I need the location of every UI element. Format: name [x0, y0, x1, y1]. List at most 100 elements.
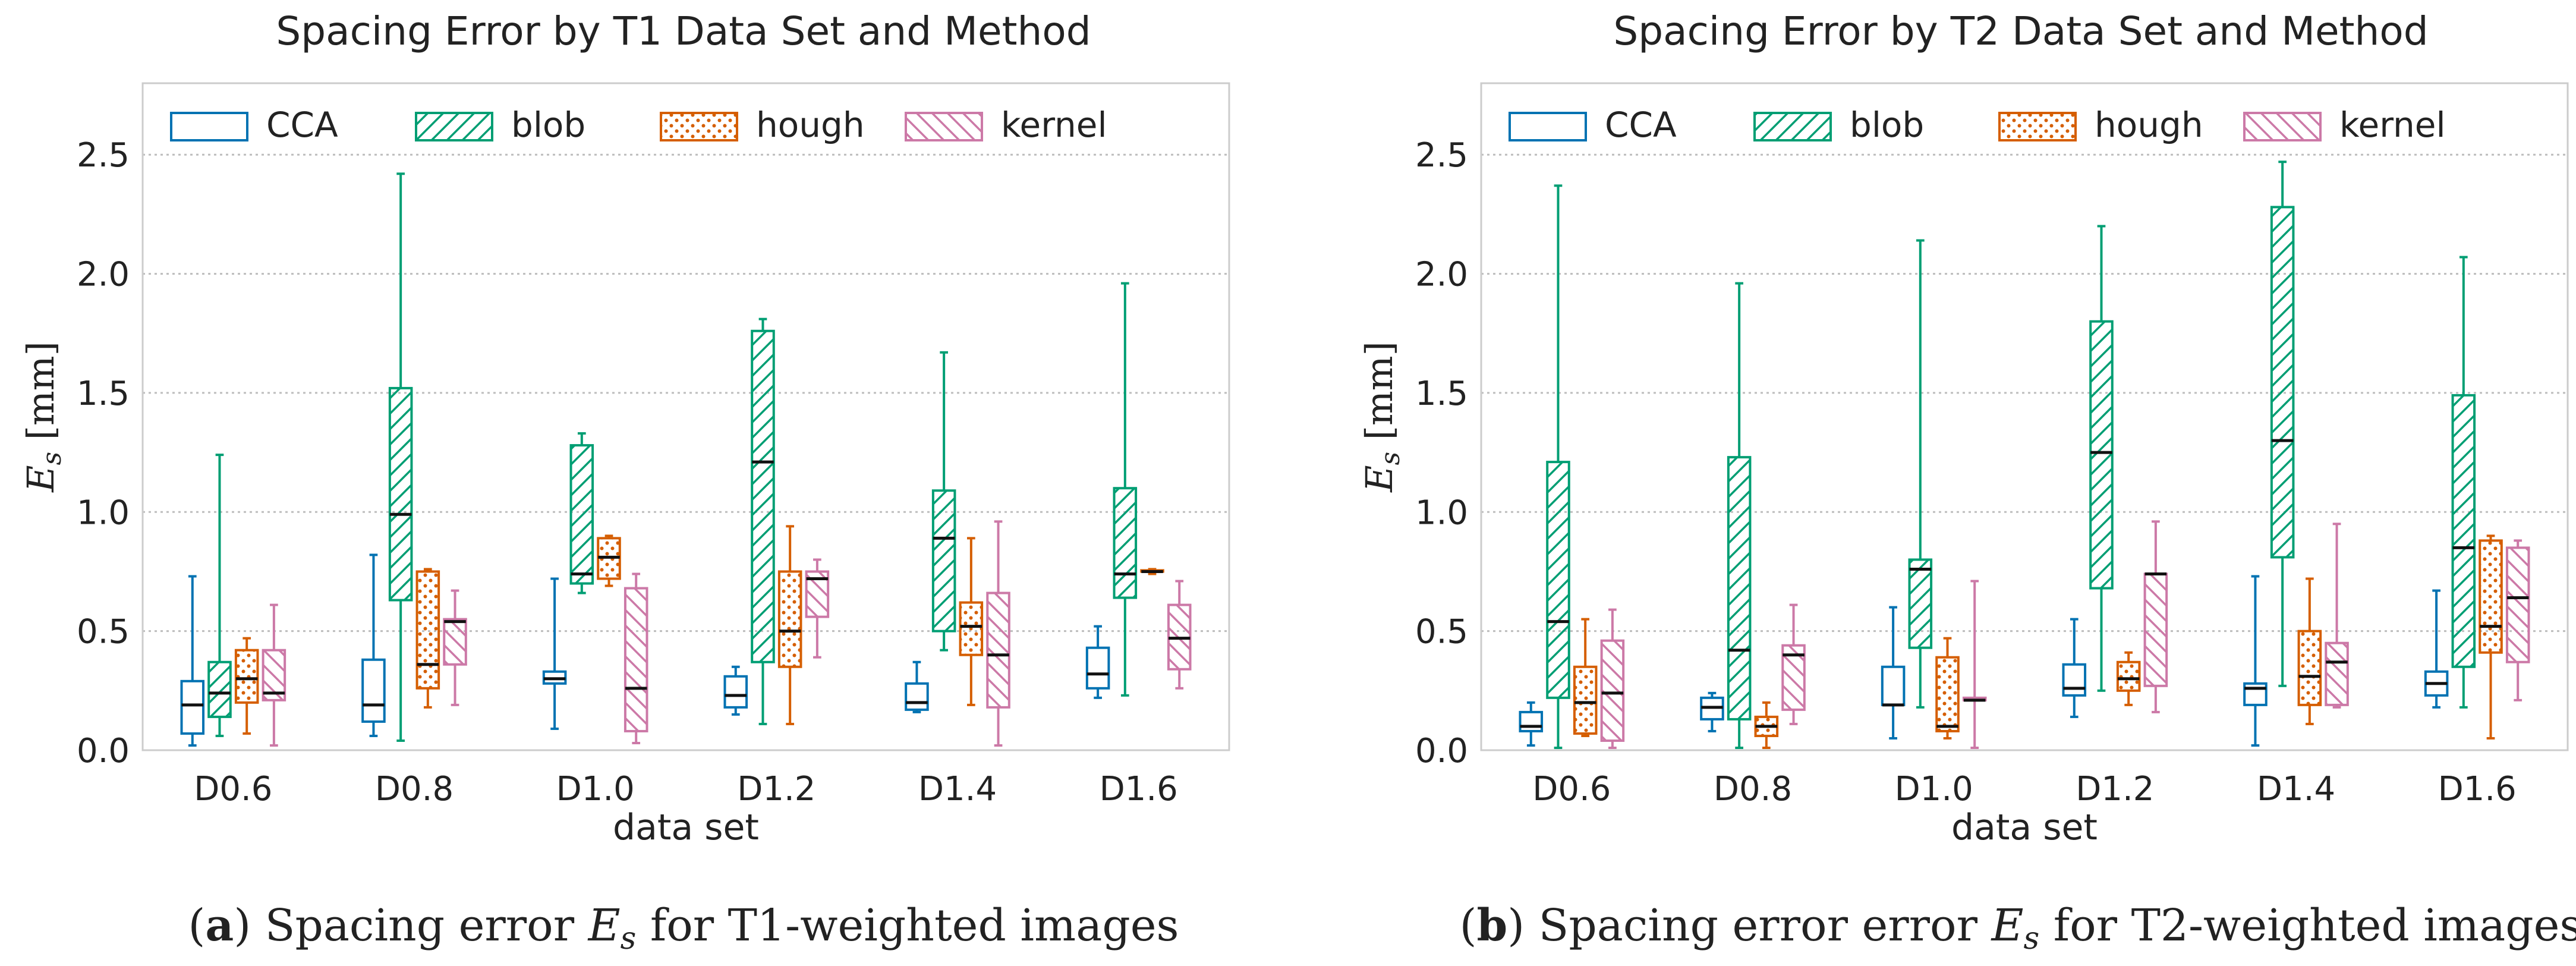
figure-caption: (a) Spacing error Es for T1-weighted ima… [188, 900, 1179, 956]
x-tick-label: D1.2 [737, 770, 815, 808]
box-hough-d1-6 [2479, 534, 2503, 740]
plot-frame [141, 82, 1230, 751]
box-cca-d1-0 [1881, 606, 1906, 740]
box-iqr [2116, 660, 2141, 692]
x-tick-label: D1.6 [2438, 770, 2517, 808]
legend-label: hough [2095, 105, 2203, 145]
box-cca-d0-8 [1700, 691, 1724, 732]
x-tick-label: D1.0 [1895, 770, 1973, 808]
legend-item-cca: CCA [1509, 105, 1677, 145]
box-iqr [1519, 710, 1544, 732]
box-iqr [2297, 630, 2322, 706]
legend-label: blob [1850, 105, 1924, 145]
box-kernel-d1-0 [623, 572, 648, 744]
box-iqr [1881, 665, 1906, 706]
box-cca-d0-6 [180, 575, 205, 747]
box-cca-d0-6 [1519, 701, 1544, 747]
box-iqr [1573, 665, 1598, 735]
legend-label: kernel [1001, 105, 1107, 145]
chart-title: Spacing Error by T2 Data Set and Method [1613, 8, 2428, 54]
box-hough-d1-4 [959, 537, 984, 706]
box-iqr [959, 601, 984, 656]
y-tick-label: 0.0 [1415, 732, 1468, 770]
legend-swatch [905, 112, 983, 141]
x-tick-label: D1.6 [1100, 770, 1178, 808]
box-cca-d1-2 [2062, 618, 2087, 718]
legend-swatch [1753, 112, 1832, 141]
box-iqr [569, 444, 594, 585]
box-blob-d1-6 [2451, 256, 2476, 709]
box-iqr [1600, 639, 1625, 742]
box-blob-d1-2 [2089, 225, 2114, 692]
y-tick-label: 2.0 [1415, 256, 1468, 294]
plot-frame [1480, 82, 2569, 751]
box-hough-d0-6 [234, 637, 259, 735]
chart-title: Spacing Error by T1 Data Set and Method [276, 8, 1091, 54]
box-hough-d1-0 [1935, 637, 1960, 740]
legend-swatch [2243, 112, 2322, 141]
x-tick-label: D0.8 [1714, 770, 1792, 808]
legend-item-cca: CCA [170, 105, 338, 145]
box-blob-d1-4 [931, 351, 956, 652]
box-blob-d0-6 [207, 454, 232, 737]
box-iqr [415, 570, 440, 690]
box-iqr [361, 658, 386, 723]
legend-label: kernel [2339, 105, 2446, 145]
box-iqr [2325, 641, 2349, 706]
box-kernel-d1-6 [2505, 539, 2530, 701]
x-tick-label: D0.8 [375, 770, 454, 808]
legend-item-kernel: kernel [905, 105, 1107, 145]
legend-item-blob: blob [415, 105, 585, 145]
box-kernel-d0-8 [1781, 603, 1806, 725]
x-tick-label: D1.4 [918, 770, 997, 808]
box-iqr [1908, 558, 1933, 649]
box-kernel-d0-6 [262, 603, 286, 747]
box-hough-d1-6 [1140, 568, 1164, 575]
box-kernel-d1-4 [986, 520, 1010, 747]
panel-t1: 0.0 0.5 1.0 1.5 2.0 2.5 D0.6 D0.8 D1.0 D1.2 D1.4 D1… [19, 8, 1230, 956]
box-blob-d1-2 [751, 317, 775, 725]
box-iqr [1085, 646, 1110, 690]
box-cca-d1-0 [542, 577, 567, 730]
x-tick-label: D0.6 [194, 770, 272, 808]
box-iqr [2270, 206, 2295, 559]
legend-label: hough [756, 105, 865, 145]
box-cca-d1-6 [2424, 589, 2449, 709]
legend-item-blob: blob [1753, 105, 1924, 145]
y-tick-label: 0.0 [77, 732, 130, 770]
legend-item-hough: hough [660, 105, 865, 145]
box-iqr [443, 618, 467, 666]
box-iqr [2243, 682, 2268, 706]
legend-swatch [1509, 112, 1587, 141]
box-iqr [623, 587, 648, 732]
box-iqr [2505, 546, 2530, 663]
box-kernel-d1-0 [1962, 580, 1987, 749]
box-hough-d1-0 [597, 534, 621, 587]
x-axis-label: data set [1951, 807, 2098, 848]
box-hough-d0-6 [1573, 618, 1598, 737]
box-iqr [1546, 461, 1570, 699]
x-tick-label: D0.6 [1532, 770, 1611, 808]
box-iqr [234, 649, 259, 704]
legend-swatch [1998, 112, 2077, 141]
box-iqr [2143, 572, 2168, 687]
x-axis-label: data set [613, 807, 759, 848]
legend-label: blob [511, 105, 585, 145]
legend-item-kernel: kernel [2243, 105, 2446, 145]
box-iqr [1113, 487, 1138, 599]
box-hough-d1-2 [2116, 651, 2141, 706]
y-tick-label: 2.0 [77, 256, 130, 294]
box-kernel-d0-6 [1600, 608, 1625, 749]
box-blob-d1-0 [1908, 239, 1933, 709]
box-kernel-d1-4 [2325, 523, 2349, 709]
box-iqr [777, 570, 802, 668]
box-iqr [180, 679, 205, 735]
box-iqr [986, 591, 1010, 709]
y-axis-label: Es [mm] [19, 341, 67, 493]
box-cca-d0-8 [361, 553, 386, 737]
box-iqr [931, 489, 956, 633]
box-iqr [1935, 656, 1960, 732]
box-cca-d1-4 [2243, 575, 2268, 747]
box-kernel-d1-2 [2143, 520, 2168, 713]
legend-swatch [415, 112, 493, 141]
